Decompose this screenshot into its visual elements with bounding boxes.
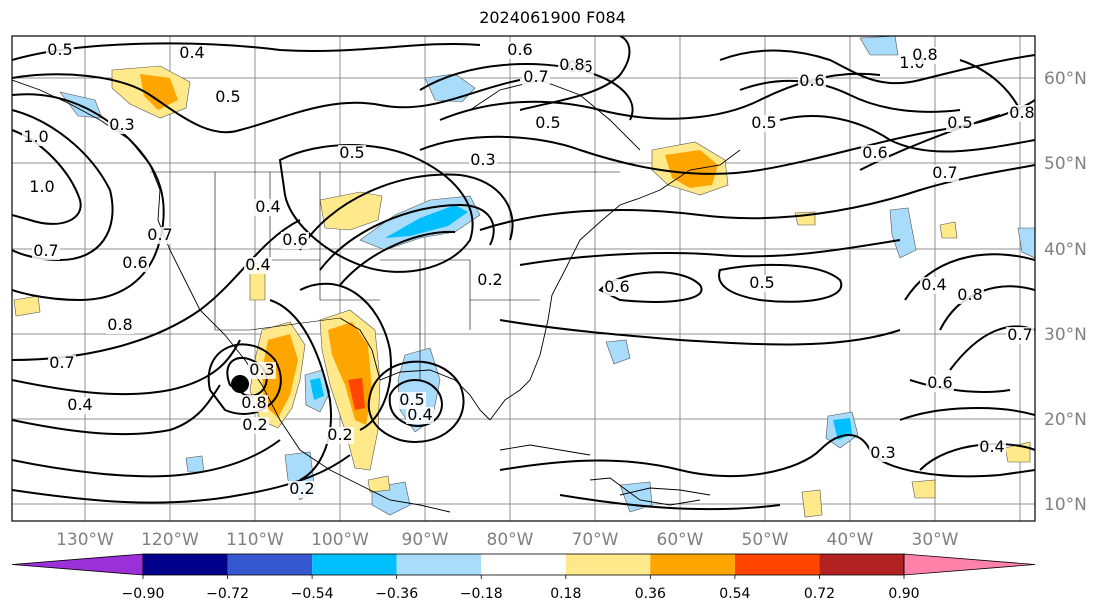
contour-label: 0.3: [249, 360, 274, 379]
contour-label: 0.5: [47, 40, 72, 59]
contour-label: 0.5: [947, 113, 972, 132]
colorbar-tick-label: −0.54: [291, 586, 334, 602]
longitude-label: 80°W: [487, 530, 534, 550]
longitude-label: 60°W: [657, 530, 704, 550]
colorbar-swatch: [650, 554, 735, 575]
contour-label: 0.5: [749, 273, 774, 292]
latitude-label: 20°N: [1044, 410, 1087, 430]
colorbar-extend-min: [11, 553, 144, 576]
contour-label: 0.6: [122, 253, 147, 272]
contour-label: 0.4: [67, 395, 92, 414]
colorbar: [11, 553, 1036, 576]
contour-label: 0.8: [1009, 103, 1034, 122]
colorbar-swatch: [819, 554, 904, 575]
contour-label: 0.4: [245, 255, 270, 274]
contour-label: 0.6: [799, 71, 824, 90]
contour-label: 0.2: [242, 415, 267, 434]
longitude-label: 100°W: [311, 530, 369, 550]
contour-label: 0.7: [33, 241, 58, 260]
contour-label: 0.6: [927, 373, 952, 392]
contour-label: 1.0: [29, 177, 54, 196]
longitude-label: 90°W: [402, 530, 449, 550]
contour-label: 0.3: [870, 443, 895, 462]
contour-label: 0.8: [559, 55, 584, 74]
longitude-label: 50°W: [742, 530, 789, 550]
contour-label: 0.2: [289, 479, 314, 498]
contour-label: 0.3: [470, 150, 495, 169]
colorbar-tick-label: −0.18: [460, 586, 503, 602]
latitude-label: 50°N: [1044, 154, 1087, 174]
graticule: [12, 36, 1035, 521]
longitude-label: 120°W: [141, 530, 199, 550]
contour-label: 0.8: [912, 45, 937, 64]
colorbar-swatch: [312, 554, 397, 575]
contour-label: 0.7: [1007, 325, 1032, 344]
colorbar-tick-label: 0.90: [888, 586, 919, 602]
colorbar-extend-max: [903, 553, 1036, 576]
colorbar-tick-label: −0.90: [122, 586, 165, 602]
longitude-label: 70°W: [572, 530, 619, 550]
colorbar-swatch: [396, 554, 482, 575]
colorbar-swatch: [143, 554, 228, 575]
contour-label: 0.2: [327, 425, 352, 444]
longitude-label: 40°W: [827, 530, 874, 550]
longitude-label: 30°W: [912, 530, 959, 550]
contour-label: 0.7: [523, 67, 548, 86]
contour-label: 1.0: [23, 127, 48, 146]
contour-label: 0.8: [957, 285, 982, 304]
colorbar-tick-label: −0.36: [375, 586, 418, 602]
storm-marker: [231, 375, 249, 393]
contour-label: 0.5: [535, 113, 560, 132]
longitude-label: 110°W: [226, 530, 284, 550]
contour-label: 0.4: [407, 405, 432, 424]
longitude-labels: 130°W 120°W 110°W 100°W 90°W 80°W 70°W 60°W 50°W…: [56, 530, 959, 550]
longitude-label: 130°W: [56, 530, 114, 550]
colorbar-tick-label: 0.54: [719, 586, 750, 602]
contour-label: 0.6: [862, 143, 887, 162]
contour-label: 0.3: [109, 115, 134, 134]
colorbar-tick-label: 0.72: [804, 586, 835, 602]
map-frame: [11, 35, 1036, 522]
contour-label: 0.4: [255, 197, 280, 216]
latitude-label: 40°N: [1044, 240, 1087, 260]
colorbar-swatch: [734, 554, 820, 575]
contour-label: 0.8: [107, 315, 132, 334]
contour-label: 0.7: [932, 163, 957, 182]
colorbar-tick-label: −0.72: [206, 586, 249, 602]
contour-label: 0.6: [604, 277, 629, 296]
contour-label: 0.4: [921, 275, 946, 294]
colorbar-swatch: [227, 554, 313, 575]
contour-label: 0.7: [49, 353, 74, 372]
contour-label: 0.5: [751, 113, 776, 132]
colorbar-swatch: [481, 554, 566, 575]
contour-label: 0.7: [147, 225, 172, 244]
contour-label: 0.6: [282, 230, 307, 249]
contour-label: 0.5: [339, 143, 364, 162]
contour-labels: 0.5 0.40.50.31.01.00.70.60.70.80.70.4 0.80…: [22, 40, 1035, 498]
contour-label: 0.2: [477, 270, 502, 289]
colorbar-tick-labels: −0.90 −0.72 −0.54 −0.36 −0.18 0.18 0.36 0.54 0.7…: [122, 575, 920, 602]
colorbar-swatch: [565, 554, 651, 575]
contour-label: 0.6: [507, 40, 532, 59]
latitude-label: 10°N: [1044, 495, 1087, 515]
colorbar-tick-label: 0.36: [635, 586, 666, 602]
latitude-label: 60°N: [1044, 69, 1087, 89]
latitude-labels: 60°N 50°N 40°N 30°N 20°N 10°N: [1044, 69, 1087, 515]
latitude-label: 30°N: [1044, 325, 1087, 345]
contour-label: 0.4: [979, 437, 1004, 456]
contour-label: 0.5: [399, 390, 424, 409]
contour-label: 0.4: [179, 43, 204, 62]
colorbar-tick-label: 0.18: [550, 586, 581, 602]
contour-label: 0.8: [241, 393, 266, 412]
contour-label: 0.5: [215, 87, 240, 106]
plot-title: 2024061900 F084: [479, 8, 626, 27]
